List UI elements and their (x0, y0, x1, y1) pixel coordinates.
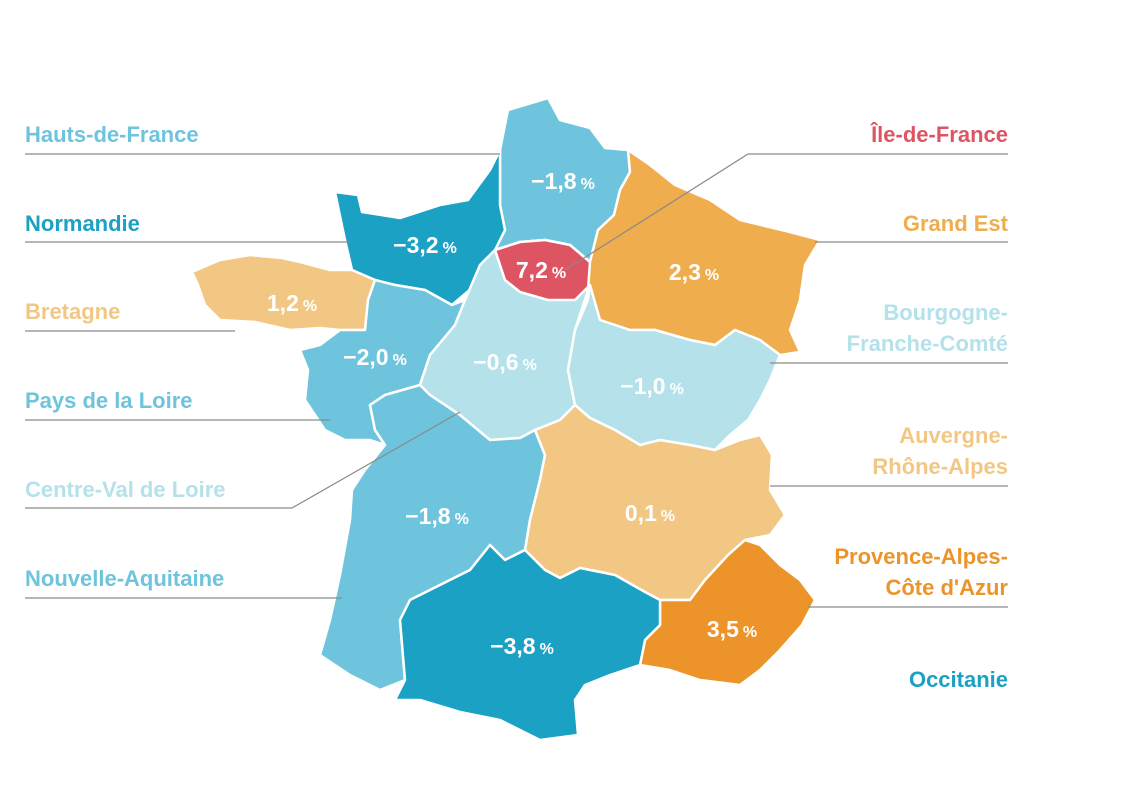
value-number-bourgogne-franche-comte: −1,0 (620, 373, 665, 399)
value-number-hauts-de-france: −1,8 (531, 168, 577, 194)
value-label-normandie: −3,2% (393, 232, 457, 258)
leader-lines-layer (25, 153, 1008, 608)
value-label-bretagne: 1,2% (267, 290, 317, 316)
value-number-nouvelle-aquitaine: −1,8 (405, 503, 451, 529)
value-unit-occitanie: % (540, 641, 554, 658)
value-unit-normandie: % (443, 240, 457, 257)
value-unit-nouvelle-aquitaine: % (455, 511, 469, 528)
leader-line-centre-val-de-loire (25, 411, 461, 509)
value-unit-centre-val-de-loire: % (523, 357, 537, 374)
value-label-hauts-de-france: −1,8% (531, 168, 595, 194)
value-label-ile-de-france: 7,2% (516, 257, 566, 283)
value-label-centre-val-de-loire: −0,6% (473, 349, 537, 375)
region-name-centre-val-de-loire: Centre-Val de Loire (25, 477, 226, 502)
region-name-line: Rhône-Alpes (872, 454, 1008, 479)
value-number-pays-de-la-loire: −2,0 (343, 344, 388, 370)
region-name-line: Bourgogne- (883, 300, 1008, 325)
value-label-auvergne-rhone-alpes: 0,1% (625, 500, 675, 526)
region-provence-alpes-cote-dazur (638, 538, 817, 687)
region-names-layer: Hauts-de-France Normandie Bretagne Pays de … (25, 122, 1009, 692)
region-bourgogne-franche-comte (566, 283, 782, 452)
region-name-line: Hauts-de-France (25, 122, 199, 147)
region-name-nouvelle-aquitaine: Nouvelle-Aquitaine (25, 566, 224, 591)
region-name-provence-alpes-cote-dazur: Provence-Alpes- Côte d'Azur (834, 544, 1008, 600)
value-number-bretagne: 1,2 (267, 290, 299, 316)
value-label-occitanie: −3,8% (490, 633, 554, 659)
value-unit-provence-alpes-cote-dazur: % (743, 624, 757, 641)
region-name-auvergne-rhone-alpes: Auvergne- Rhône-Alpes (872, 423, 1008, 479)
value-number-ile-de-france: 7,2 (516, 257, 548, 283)
value-number-normandie: −3,2 (393, 232, 438, 258)
region-name-bourgogne-franche-comte: Bourgogne- Franche-Comté (847, 300, 1008, 356)
region-name-pays-de-la-loire: Pays de la Loire (25, 388, 193, 413)
value-label-provence-alpes-cote-dazur: 3,5% (707, 616, 757, 642)
region-name-line: Pays de la Loire (25, 388, 193, 413)
region-name-ile-de-france: Île-de-France (870, 122, 1008, 147)
region-name-line: Grand Est (903, 211, 1009, 236)
region-name-line: Franche-Comté (847, 331, 1008, 356)
region-name-line: Bretagne (25, 299, 120, 324)
leader-line-ile-de-france (564, 153, 1008, 271)
region-name-occitanie: Occitanie (909, 667, 1008, 692)
value-unit-bretagne: % (303, 298, 317, 315)
value-label-grand-est: 2,3% (669, 259, 719, 285)
region-name-line: Normandie (25, 211, 140, 236)
region-name-bretagne: Bretagne (25, 299, 120, 324)
region-name-hauts-de-france: Hauts-de-France (25, 122, 199, 147)
value-label-nouvelle-aquitaine: −1,8% (405, 503, 469, 529)
value-labels-layer: −1,8 %−3,2 %1,2 %−2,0% −0,6 %−1,8 %7,2% 2,3 %−1,… (267, 168, 757, 659)
value-unit-auvergne-rhone-alpes: % (661, 508, 675, 525)
region-name-line: Occitanie (909, 667, 1008, 692)
regions-layer (190, 96, 822, 742)
value-unit-hauts-de-france: % (581, 176, 595, 193)
value-unit-bourgogne-franche-comte: % (670, 381, 684, 398)
value-unit-grand-est: % (705, 267, 719, 284)
value-number-grand-est: 2,3 (669, 259, 701, 285)
value-unit-ile-de-france: % (552, 265, 566, 282)
region-name-line: Provence-Alpes- (834, 544, 1008, 569)
value-number-auvergne-rhone-alpes: 0,1 (625, 500, 657, 526)
value-label-pays-de-la-loire: −2,0% (343, 344, 407, 370)
region-name-line: Auvergne- (899, 423, 1008, 448)
region-name-line: Côte d'Azur (885, 575, 1008, 600)
value-number-provence-alpes-cote-dazur: 3,5 (707, 616, 739, 642)
region-name-line: Île-de-France (870, 122, 1008, 147)
region-name-line: Centre-Val de Loire (25, 477, 226, 502)
region-name-grand-est: Grand Est (903, 211, 1009, 236)
region-occitanie (393, 543, 662, 742)
value-label-bourgogne-franche-comte: −1,0% (620, 373, 684, 399)
value-number-centre-val-de-loire: −0,6 (473, 349, 518, 375)
value-unit-pays-de-la-loire: % (393, 352, 407, 369)
region-name-line: Nouvelle-Aquitaine (25, 566, 224, 591)
value-number-occitanie: −3,8 (490, 633, 536, 659)
region-name-normandie: Normandie (25, 211, 140, 236)
